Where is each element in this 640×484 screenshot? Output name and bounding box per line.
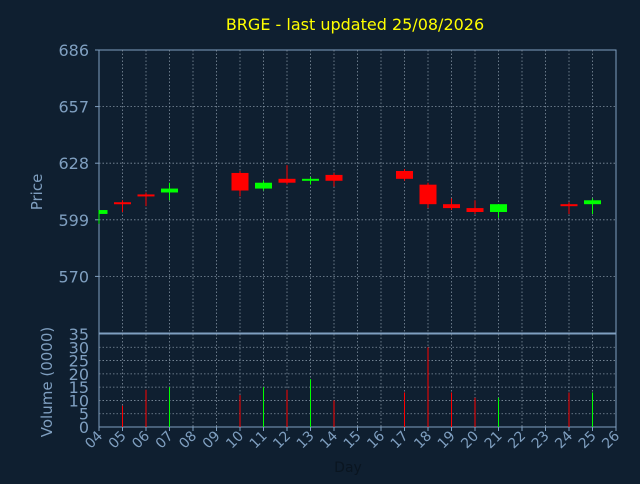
price-tick-label-657: 657: [58, 98, 89, 117]
price-tick-label-599: 599: [58, 211, 89, 230]
y-axis-label-volume: Volume (0000): [38, 327, 56, 437]
x-axis-ticks: 04 05 06 07 08 09 10 11 12 13 14 15 16 17 18 19 20 21 22 23…: [82, 427, 623, 452]
price-axis-ticks: 686 657 628 599 570: [58, 41, 99, 286]
candle-07: [161, 182, 178, 201]
candle-body: [278, 178, 296, 183]
candle-body: [396, 171, 413, 179]
volume-bars: [122, 347, 593, 427]
candle-body: [443, 204, 460, 209]
volume-tick-label-20: 20: [69, 365, 89, 384]
chart-title: BRGE - last updated 25/08/2026: [226, 15, 484, 34]
candle-06: [137, 192, 155, 207]
candles: [98, 165, 601, 224]
candle-body: [137, 194, 155, 197]
candle-13: [302, 176, 319, 185]
candle-body: [325, 174, 343, 181]
volume-tick-label-5: 5: [79, 405, 89, 424]
candle-04: [98, 210, 108, 224]
candle-body: [584, 200, 601, 205]
candle-25: [584, 198, 601, 214]
candle-body: [161, 188, 178, 193]
volume-tick-label-35: 35: [69, 325, 89, 344]
x-axis-label: Day: [334, 460, 362, 476]
candle-body: [114, 202, 131, 205]
candle-05: [114, 200, 131, 212]
candle-body: [490, 204, 507, 212]
candle-17: [396, 169, 413, 181]
y-axis-label-price: Price: [28, 174, 46, 211]
candle-body: [560, 204, 578, 207]
candle-body: [302, 178, 319, 181]
candle-19: [443, 198, 460, 211]
candle-10: [231, 171, 249, 197]
candle-18: [419, 182, 437, 209]
candle-body: [419, 184, 437, 205]
volume-tick-label-15: 15: [69, 378, 89, 397]
candle-body: [255, 182, 272, 189]
price-tick-label-686: 686: [58, 41, 89, 60]
candle-12: [278, 165, 296, 185]
volume-tick-label-30: 30: [69, 338, 89, 357]
candle-14: [325, 172, 343, 187]
candle-body: [231, 172, 249, 191]
candle-body: [466, 208, 484, 212]
candle-21: [490, 204, 507, 218]
price-tick-label-570: 570: [58, 267, 89, 286]
candle-20: [466, 200, 484, 214]
volume-tick-label-10: 10: [69, 391, 89, 410]
candle-body: [99, 210, 108, 214]
candle-11: [255, 180, 272, 191]
volume-tick-label-0: 0: [79, 418, 89, 437]
volume-tick-label-25: 25: [69, 352, 89, 371]
price-tick-label-628: 628: [58, 154, 89, 173]
candle-24: [560, 202, 578, 214]
